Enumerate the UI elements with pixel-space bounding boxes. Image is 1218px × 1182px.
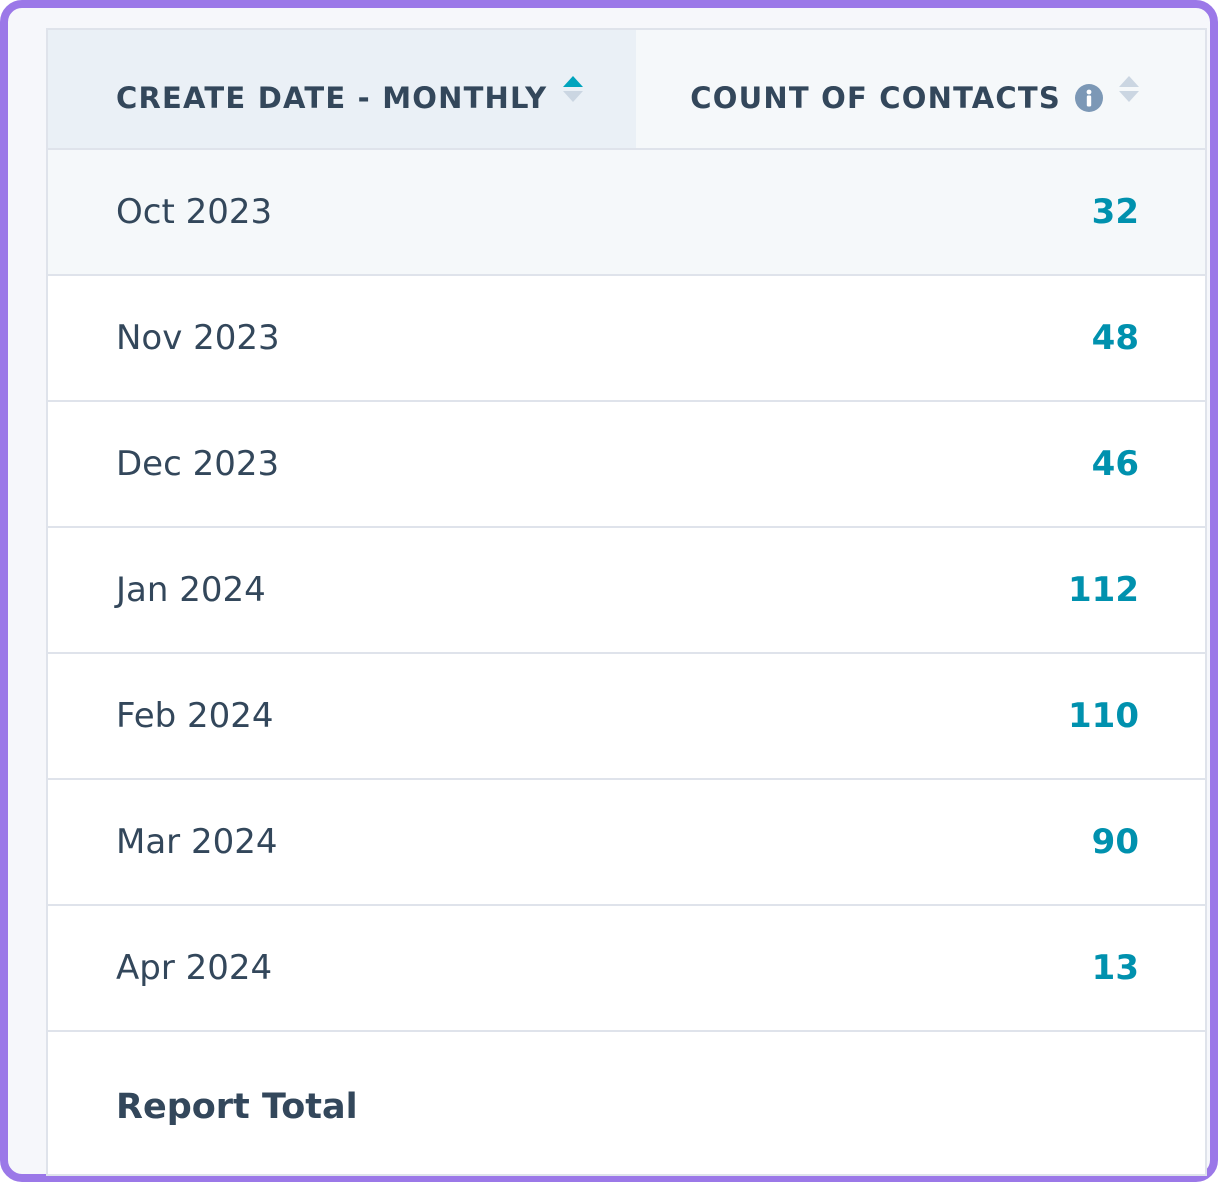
cell-contact-count[interactable]: 46 xyxy=(1091,444,1139,484)
sort-down-arrow-icon xyxy=(1119,91,1139,102)
column-header-create-date[interactable]: CREATE DATE - MONTHLY xyxy=(48,30,636,148)
table-row[interactable]: Apr 2024 13 xyxy=(48,906,1205,1032)
table-row[interactable]: Feb 2024 110 xyxy=(48,654,1205,780)
table-row[interactable]: Nov 2023 48 xyxy=(48,276,1205,402)
sort-up-arrow-icon xyxy=(563,76,584,87)
cell-contact-count[interactable]: 112 xyxy=(1068,570,1139,610)
cell-contact-count[interactable]: 48 xyxy=(1091,318,1139,358)
cell-contact-count[interactable]: 110 xyxy=(1068,696,1139,736)
table-body: Oct 2023 32 Nov 2023 48 Dec 2023 46 Jan … xyxy=(48,150,1205,1172)
report-total-row: Report Total xyxy=(48,1032,1205,1172)
table-row[interactable]: Mar 2024 90 xyxy=(48,780,1205,906)
cell-create-date: Jan 2024 xyxy=(116,570,266,610)
cell-create-date: Dec 2023 xyxy=(116,444,280,484)
info-icon[interactable] xyxy=(1075,84,1103,112)
cell-contact-count[interactable]: 90 xyxy=(1091,822,1139,862)
cell-create-date: Apr 2024 xyxy=(116,948,273,988)
cell-create-date: Oct 2023 xyxy=(116,192,273,232)
sort-unsorted-icon[interactable] xyxy=(1119,76,1139,102)
sort-up-arrow-icon xyxy=(1119,76,1139,87)
column-header-count-of-contacts[interactable]: COUNT OF CONTACTS xyxy=(636,30,1205,148)
table-row[interactable]: Dec 2023 46 xyxy=(48,402,1205,528)
cell-create-date: Nov 2023 xyxy=(116,318,280,358)
report-total-label: Report Total xyxy=(116,1087,358,1127)
sort-down-arrow-icon xyxy=(563,91,584,102)
cell-contact-count[interactable]: 32 xyxy=(1091,192,1139,232)
column-header-label: COUNT OF CONTACTS xyxy=(690,81,1061,115)
report-table: CREATE DATE - MONTHLY COUNT OF CONTACTS xyxy=(46,28,1207,1176)
cell-create-date: Feb 2024 xyxy=(116,696,274,736)
sort-ascending-icon[interactable] xyxy=(563,76,584,102)
cell-create-date: Mar 2024 xyxy=(116,822,278,862)
table-row[interactable]: Jan 2024 112 xyxy=(48,528,1205,654)
cell-contact-count[interactable]: 13 xyxy=(1091,948,1139,988)
info-glyph-icon xyxy=(1086,89,1092,107)
table-header: CREATE DATE - MONTHLY COUNT OF CONTACTS xyxy=(48,30,1205,150)
table-row[interactable]: Oct 2023 32 xyxy=(48,150,1205,276)
column-header-label: CREATE DATE - MONTHLY xyxy=(116,81,548,115)
